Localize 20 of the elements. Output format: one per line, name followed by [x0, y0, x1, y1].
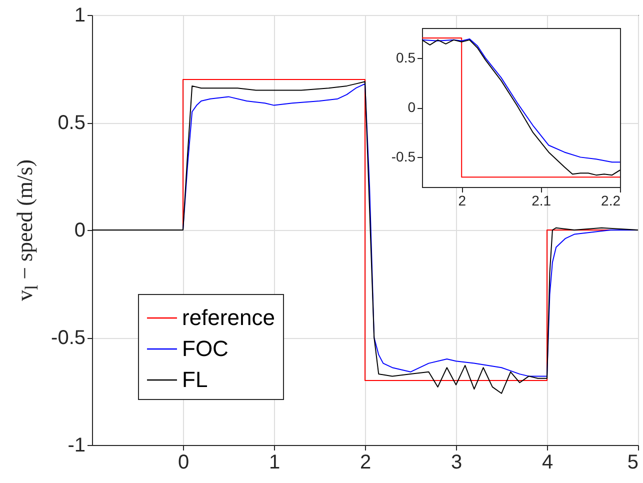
- y-tick-label: -0.5: [51, 327, 86, 349]
- y-tick-label: -1: [68, 434, 86, 456]
- y-tick-label: 0.5: [58, 112, 86, 134]
- legend-label: reference: [182, 305, 275, 330]
- x-tick-label: 1: [268, 452, 280, 474]
- x-tick-label: 2: [360, 452, 372, 474]
- y-tick-label: 0: [74, 220, 86, 242]
- y-tick-label: -0.5: [391, 148, 416, 165]
- y-tick-label: 1: [74, 4, 86, 26]
- x-tick-label: 2.1: [532, 192, 552, 208]
- x-tick-label: 0: [178, 452, 190, 474]
- y-tick-label: 0.5: [396, 49, 416, 66]
- x-tick-label: 5: [627, 452, 638, 474]
- x-tick-label: 4: [542, 452, 554, 474]
- legend-label: FL: [182, 367, 208, 392]
- x-tick-label: 2: [458, 192, 466, 208]
- x-tick-label: 2.2: [601, 192, 621, 208]
- y-tick-label: 0: [408, 99, 416, 115]
- x-tick-label: 3: [450, 452, 462, 474]
- legend-label: FOC: [182, 336, 229, 361]
